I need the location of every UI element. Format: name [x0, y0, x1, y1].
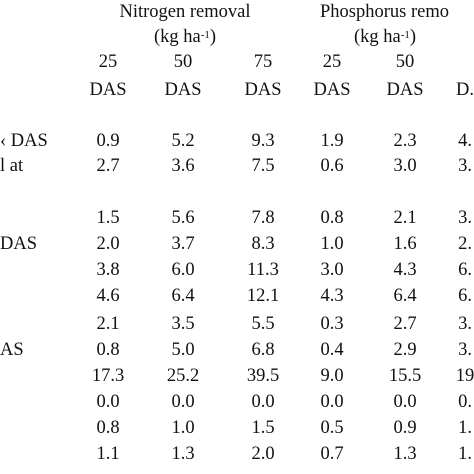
table-cell: 11.3	[247, 260, 279, 280]
table-cell: 2.1	[96, 314, 120, 334]
phosphorus-unit-label: (kg ha-1)	[353, 27, 417, 47]
table-cell: 1.	[458, 418, 472, 438]
table-cell: 0.8	[96, 418, 120, 438]
table-cell: 5.6	[171, 208, 195, 228]
table-cell: 1.5	[251, 418, 275, 438]
table-cell: 1.3	[171, 444, 195, 464]
table-cell: 7.5	[251, 156, 275, 176]
row-label: ‹ DAS	[0, 131, 48, 151]
nitrogen-unit-label: (kg ha-1)	[153, 27, 217, 47]
table-cell: 2.7	[96, 156, 120, 176]
table-cell: 6.4	[393, 286, 417, 306]
table-cell: 1.9	[320, 131, 344, 151]
table-cell: 0.8	[96, 340, 120, 360]
column-header-unit: DAS	[313, 80, 351, 100]
table-cell: 0.8	[320, 208, 344, 228]
table-cell: 3.	[458, 340, 472, 360]
table-cell: 2.	[458, 234, 472, 254]
column-header-day: 25	[98, 52, 118, 72]
table-cell: 2.1	[393, 208, 417, 228]
table-cell: 3.7	[171, 234, 195, 254]
table-cell: 3.5	[171, 314, 195, 334]
table-cell: 0.0	[96, 392, 120, 412]
table-cell: 0.5	[320, 418, 344, 438]
table-cell: 3.	[458, 314, 472, 334]
table-cell: 2.3	[393, 131, 417, 151]
table-cell: 4.	[458, 131, 472, 151]
table-cell: 0.6	[320, 156, 344, 176]
phosphorus-removal-header: Phosphorus remo	[320, 2, 449, 22]
column-header-unit: DAS	[164, 80, 202, 100]
table-cell: 19	[455, 366, 474, 386]
table-cell: 3.0	[320, 260, 344, 280]
table-cell: 3.	[458, 156, 472, 176]
column-header-unit: DAS	[386, 80, 424, 100]
table-cell: 6.0	[171, 260, 195, 280]
nitrogen-removal-header: Nitrogen removal	[119, 2, 251, 22]
table-cell: 1.0	[320, 234, 344, 254]
table-cell: 2.9	[393, 340, 417, 360]
table-cell: 6.8	[251, 340, 275, 360]
row-label: l at	[0, 156, 24, 176]
table-cell: 0.9	[96, 131, 120, 151]
table-cell: 3.0	[393, 156, 417, 176]
table-cell: 5.5	[251, 314, 275, 334]
column-header-unit: D.	[456, 80, 474, 100]
table-cell: 6.	[458, 260, 472, 280]
table-cell: 1.3	[393, 444, 417, 464]
table-cell: 0.	[458, 392, 472, 412]
table-cell: 3.6	[171, 156, 195, 176]
table-cell: 15.5	[388, 366, 422, 386]
column-header-day: 50	[173, 52, 193, 72]
table-cell: 2.7	[393, 314, 417, 334]
table-cell: 39.5	[246, 366, 280, 386]
table-cell: 8.3	[251, 234, 275, 254]
table-cell: 4.6	[96, 286, 120, 306]
table-cell: 0.0	[171, 392, 195, 412]
table-cell: 0.4	[320, 340, 344, 360]
table-cell: 17.3	[91, 366, 125, 386]
table-cell: 9.0	[320, 366, 344, 386]
column-header-day: 25	[322, 52, 342, 72]
table-cell: 12.1	[246, 286, 280, 306]
table-cell: 4.3	[320, 286, 344, 306]
table-cell: 25.2	[166, 366, 200, 386]
table-cell: 2.0	[251, 444, 275, 464]
table-cell: 4.3	[393, 260, 417, 280]
column-header-unit: DAS	[244, 80, 282, 100]
table-cell: 0.0	[251, 392, 275, 412]
table-cell: 0.3	[320, 314, 344, 334]
table-cell: 0.7	[320, 444, 344, 464]
column-header-day: 50	[395, 52, 415, 72]
table-cell: 2.0	[96, 234, 120, 254]
table-cell: 1.1	[96, 444, 120, 464]
table-cell: 9.3	[251, 131, 275, 151]
table-cell: 0.0	[320, 392, 344, 412]
table-cell: 0.9	[393, 418, 417, 438]
row-label: DAS	[0, 234, 38, 254]
table-cell: 5.2	[171, 131, 195, 151]
table-cell: 5.0	[171, 340, 195, 360]
table-cell: 1.5	[96, 208, 120, 228]
column-header-day: 75	[253, 52, 273, 72]
table-cell: 3.8	[96, 260, 120, 280]
table-cell: 6.	[458, 286, 472, 306]
table-cell: 1.	[458, 444, 472, 464]
row-label: AS	[0, 340, 24, 360]
column-header-unit: DAS	[89, 80, 127, 100]
table-cell: 0.0	[393, 392, 417, 412]
table-cell: 7.8	[251, 208, 275, 228]
table-cell: 3.	[458, 208, 472, 228]
table-cell: 1.6	[393, 234, 417, 254]
table-cell: 6.4	[171, 286, 195, 306]
table-cell: 1.0	[171, 418, 195, 438]
